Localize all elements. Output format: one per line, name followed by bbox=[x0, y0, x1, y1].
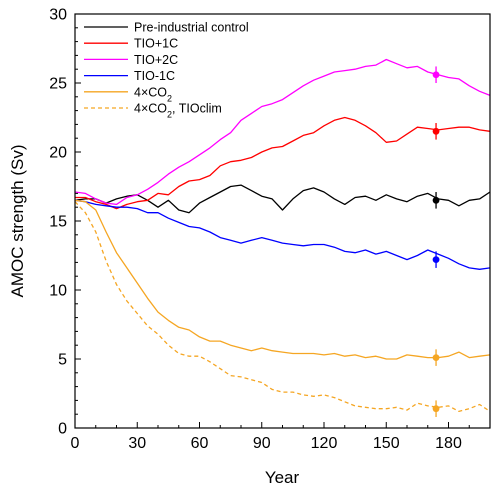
legend-label-4-co2: 4×CO2 bbox=[134, 85, 172, 103]
series-line-tio-1c bbox=[75, 116, 491, 210]
x-tick-label: 60 bbox=[191, 435, 209, 452]
marker-4-co2-tioclim bbox=[432, 405, 440, 413]
y-tick-label: 30 bbox=[49, 7, 67, 24]
legend: Pre-industrial control TIO+1C TIO+2C TIO-1C… bbox=[84, 21, 249, 120]
y-tick-label: 10 bbox=[49, 283, 67, 300]
x-axis-label: Year bbox=[265, 468, 300, 487]
marker-tio-1c bbox=[432, 127, 440, 135]
legend-label-tio-2c: TIO+2C bbox=[134, 53, 178, 67]
legend-label-4-co2-tioclim: 4×CO2, TIOclim bbox=[134, 102, 222, 120]
y-axis-label: AMOC strength (Sv) bbox=[8, 144, 27, 297]
x-tick-label: 180 bbox=[435, 435, 462, 452]
legend-label-tio-1c: TIO-1C bbox=[134, 69, 175, 83]
x-tick-label: 150 bbox=[373, 435, 400, 452]
legend-label-pre-industrial-control: Pre-industrial control bbox=[134, 21, 249, 35]
x-tick-label: 30 bbox=[128, 435, 146, 452]
series-line-pre-industrial-control bbox=[74, 184, 491, 214]
series-line-tio-1c bbox=[74, 199, 491, 270]
y-tick-label: 25 bbox=[49, 76, 67, 93]
y-tick-label: 0 bbox=[58, 421, 67, 438]
series-line-4-co2 bbox=[74, 199, 491, 360]
x-tick-label: 120 bbox=[311, 435, 338, 452]
marker-tio-1c bbox=[432, 256, 440, 264]
series-line-tio-2c bbox=[74, 58, 491, 206]
marker-4-co2 bbox=[432, 354, 440, 362]
legend-label-tio-1c: TIO+1C bbox=[134, 37, 178, 51]
series-line-4-co2-tioclim bbox=[74, 201, 491, 413]
y-tick-label: 5 bbox=[58, 352, 67, 369]
marker-pre-industrial-control bbox=[432, 196, 440, 204]
series-lines bbox=[74, 58, 491, 413]
endpoint-markers bbox=[432, 66, 440, 417]
x-tick-label: 0 bbox=[71, 435, 80, 452]
x-tick-label: 90 bbox=[253, 435, 271, 452]
marker-tio-2c bbox=[432, 71, 440, 79]
y-tick-label: 20 bbox=[49, 145, 67, 162]
y-tick-label: 15 bbox=[49, 214, 67, 231]
axis-ticks: 0 30 60 90 120 150 180 0 5 10 15 20 25 30 bbox=[49, 7, 491, 452]
